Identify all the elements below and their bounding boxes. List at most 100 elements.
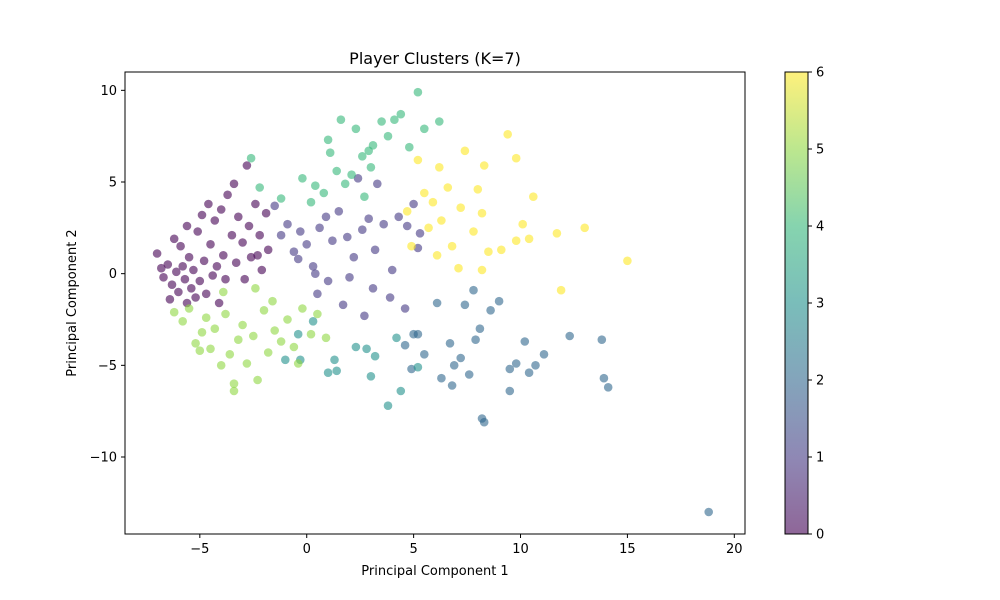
scatter-point [420, 188, 429, 198]
scatter-point [524, 234, 534, 244]
x-tick-label: 10 [512, 542, 529, 557]
scatter-point [413, 362, 423, 372]
scatter-point [402, 221, 412, 231]
scatter-point [479, 417, 489, 427]
scatter-point [503, 130, 512, 139]
scatter-point [469, 227, 478, 236]
scatter-point [402, 207, 412, 216]
y-tick-label: 5 [109, 176, 117, 191]
scatter-point [216, 361, 226, 370]
scatter-point [184, 252, 194, 262]
scatter-point [460, 146, 470, 156]
scatter-point [565, 331, 574, 341]
scatter-point [484, 247, 493, 256]
y-tick-label: −10 [90, 451, 117, 466]
y-tick-label: −5 [98, 359, 117, 374]
scatter-point [494, 296, 504, 306]
scatter-point [432, 251, 442, 260]
scatter-point [449, 361, 459, 370]
scatter-point [469, 285, 478, 295]
scatter-point [351, 124, 361, 134]
scatter-point [358, 225, 367, 234]
colorbar-tick-label: 0 [816, 528, 824, 543]
scatter-point [263, 245, 273, 255]
scatter-point [308, 262, 318, 271]
scatter-point [238, 238, 247, 247]
scatter-point [447, 381, 457, 390]
scatter-point [298, 174, 307, 183]
scatter-point [370, 245, 380, 255]
colorbar-tick-label: 4 [816, 220, 824, 235]
scatter-point [428, 197, 438, 207]
scatter-point [435, 163, 444, 172]
scatter-point [511, 236, 521, 245]
scatter-point [313, 289, 322, 299]
scatter-point [182, 221, 192, 231]
scatter-point [409, 199, 418, 209]
scatter-point [289, 342, 299, 352]
scatter-point [347, 170, 356, 179]
scatter-point [253, 375, 262, 385]
scatter-point [283, 219, 292, 229]
scatter-point [223, 190, 232, 200]
scatter-point [157, 263, 166, 273]
scatter-point [238, 320, 247, 330]
scatter-point [437, 216, 446, 225]
scatter-point [529, 192, 538, 201]
scatter-point [471, 335, 480, 345]
scatter-point [383, 131, 393, 141]
scatter-point [201, 313, 211, 323]
scatter-point [405, 142, 414, 152]
scatter-point [394, 212, 404, 222]
scatter-point [319, 188, 329, 198]
scatter-point [413, 87, 423, 97]
scatter-point [197, 210, 207, 220]
scatter-point [199, 256, 209, 266]
scatter-point [396, 386, 406, 396]
scatter-point [244, 221, 254, 231]
scatter-point [368, 284, 378, 293]
scatter-point [407, 241, 416, 251]
scatter-point [473, 185, 483, 194]
scatter-point [270, 201, 280, 211]
colorbar: 0 1 2 3 4 5 6 [784, 66, 824, 543]
scatter-point [366, 163, 376, 172]
scatter-point [486, 306, 495, 315]
scatter-point [518, 219, 527, 229]
scatter-point [328, 236, 337, 245]
scatter-point [210, 324, 220, 334]
scatter-point [377, 117, 386, 126]
scatter-point [392, 333, 401, 343]
scatter-point [167, 280, 177, 290]
scatter-point [293, 254, 303, 264]
x-axis-label: Principal Component 1 [361, 564, 508, 579]
scatter-point [251, 284, 260, 293]
scatter-point [325, 148, 335, 157]
scatter-point [477, 265, 487, 275]
scatter-point [231, 258, 241, 268]
scatter-point [323, 368, 333, 378]
scatter-point [189, 265, 198, 275]
scatter-point [293, 359, 303, 368]
scatter-point [420, 350, 429, 359]
scatter-point [311, 269, 320, 279]
colorbar-tick-label: 3 [816, 297, 824, 312]
y-tick-label: 0 [109, 267, 117, 282]
scatter-point [227, 230, 237, 240]
scatter-point [332, 366, 342, 376]
scatter-point [437, 373, 446, 383]
scatter-point [349, 252, 359, 262]
scatter-point [253, 251, 262, 260]
scatter-point [293, 329, 303, 339]
scatter-point [415, 229, 425, 238]
scatter-point [321, 212, 331, 222]
scatter-point [704, 507, 713, 517]
scatter-point [370, 351, 380, 361]
colorbar-tick-label: 6 [816, 66, 824, 81]
scatter-point [400, 340, 410, 350]
scatter-point [475, 324, 485, 334]
scatter-point [152, 249, 162, 258]
scatter-point [206, 344, 215, 354]
scatter-point [623, 256, 632, 266]
scatter-point [249, 331, 258, 341]
